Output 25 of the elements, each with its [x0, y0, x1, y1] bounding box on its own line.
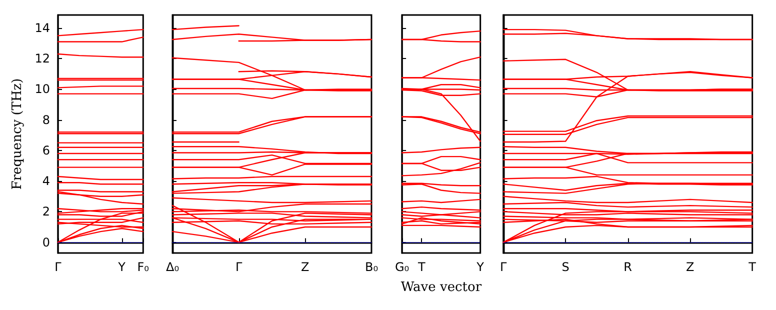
y-tick-label: 12	[34, 52, 50, 66]
x-tick-label: S	[562, 260, 570, 274]
x-tick-label: B₀	[364, 260, 378, 274]
x-tick-label: Γ	[500, 260, 507, 274]
x-tick-label: T	[748, 260, 757, 274]
y-tick-label: 0	[42, 235, 50, 250]
x-tick-label: G₀	[395, 260, 410, 274]
y-tick-label: 4	[42, 174, 50, 188]
y-axis-title: Frequency (THz)	[10, 78, 25, 190]
y-tick-label: 6	[42, 143, 50, 158]
x-tick-label: Z	[686, 260, 694, 274]
x-axis-title: Wave vector	[400, 280, 482, 295]
y-tick-label: 8	[42, 112, 50, 127]
x-tick-label: Γ	[235, 260, 242, 274]
y-tick-label: 2	[42, 204, 50, 219]
x-tick-label: R	[624, 260, 632, 274]
x-tick-label: Y	[476, 260, 485, 274]
x-tick-label: Z	[301, 260, 310, 274]
y-tick-label: 14	[34, 21, 50, 36]
x-tick-label: Δ₀	[166, 260, 180, 274]
x-tick-label: Y	[117, 260, 126, 274]
x-tick-label: Γ	[54, 260, 62, 274]
x-tick-label: T	[416, 260, 426, 274]
y-tick-label: 10	[34, 82, 50, 96]
x-tick-label: F₀	[137, 260, 150, 274]
